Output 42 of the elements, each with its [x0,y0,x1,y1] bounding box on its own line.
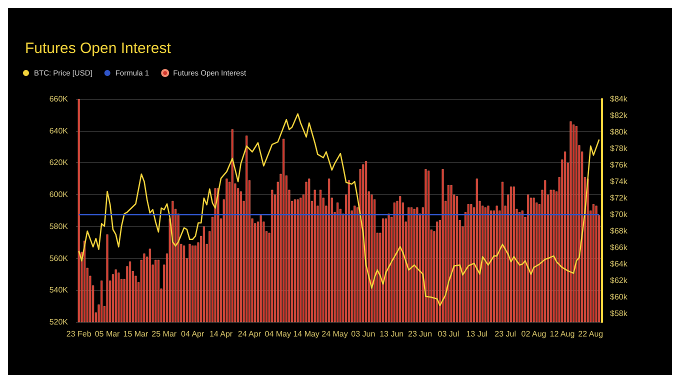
x-tick-label: 14 Apr [209,330,233,338]
x-tick-label: 14 May [293,330,320,338]
y-tick-label: 560K [49,254,69,263]
y2-tick-label: $82k [610,111,628,120]
y2-tick-label: $66k [610,243,628,252]
y-tick-label: 540K [49,286,69,295]
y-tick-label: 660K [49,94,69,104]
x-tick-label: 23 Jun [408,330,432,338]
y-tick-label: 620K [49,158,69,168]
y2-tick-label: $60k [610,292,628,302]
x-tick-label: 05 Mar [94,330,120,338]
x-tick-label: 15 Mar [123,330,148,338]
y-tick-label: 520K [49,318,69,326]
y2-tick-label: $78k [610,144,628,154]
y2-tick-label: $62k [610,276,628,286]
x-tick-label: 22 Aug [578,330,604,338]
y-tick-label: 640K [49,126,69,136]
y2-tick-label: $64k [610,260,628,269]
x-tick-label: 12 Aug [550,330,575,338]
x-tick-label: 04 May [264,330,291,338]
x-tick-label: 24 Apr [238,330,262,338]
y2-tick-label: $84k [610,94,628,104]
x-tick-label: 03 Jul [438,330,460,338]
y2-tick-label: $76k [610,160,628,170]
x-tick-label: 02 Aug [521,330,546,338]
x-tick-label: 13 Jun [380,330,404,338]
y2-tick-label: $80k [610,128,628,137]
chart-title: Futures Open Interest [25,40,172,57]
x-tick-label: 23 Jul [494,330,516,338]
x-tick-label: 04 Apr [181,330,204,338]
y2-tick-label: $74k [610,177,628,186]
x-tick-label: 13 Jul [466,330,488,338]
y2-tick-label: $58k [610,309,628,318]
x-tick-label: 23 Feb [66,330,92,338]
x-tick-label: 25 Mar [152,330,177,338]
y-tick-label: 580K [49,222,69,231]
y2-tick-label: $68k [610,226,628,236]
y-tick-label: 600K [49,190,69,200]
y2-tick-label: $72k [610,194,628,203]
y2-tick-label: $70k [610,210,628,220]
x-tick-label: 24 May [322,330,348,338]
x-tick-label: 03 Jun [351,330,376,338]
